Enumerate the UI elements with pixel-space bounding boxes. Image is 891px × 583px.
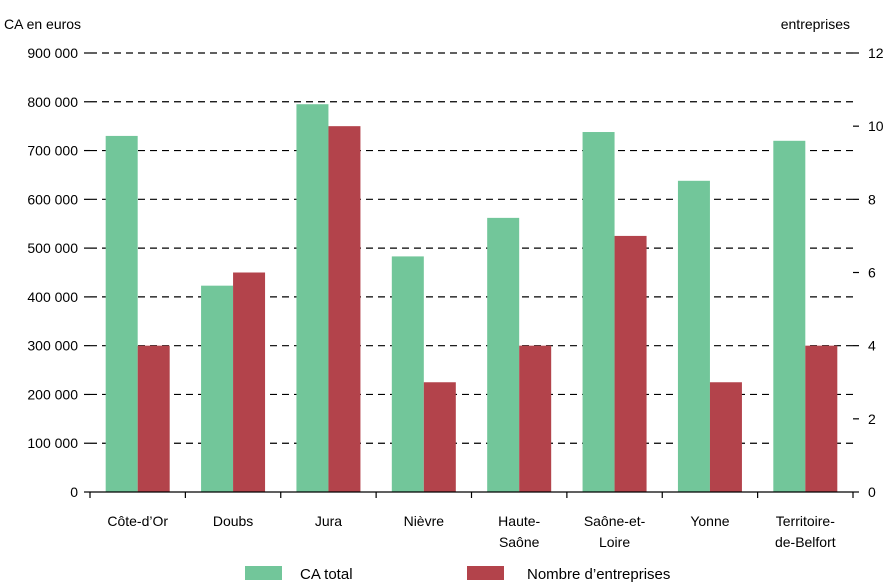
x-tick-label: Yonne	[690, 513, 729, 529]
x-tick-label: Territoire-	[776, 513, 835, 529]
y-left-tick-label: 800 000	[27, 94, 78, 110]
bar-nombre-entreprises	[137, 345, 170, 492]
y-right-tick-labels: 0 2 4 6 8 10 12	[868, 45, 884, 500]
y-right-tick-label: 12	[868, 45, 884, 61]
bar-ca-total	[105, 135, 138, 492]
y-left-tick-label: 0	[70, 484, 78, 500]
legend-label-nombre-entreprises: Nombre d’entreprises	[527, 566, 670, 583]
bar-nombre-entreprises	[709, 382, 742, 492]
bar-nombre-entreprises	[519, 345, 552, 492]
x-tick-label: Jura	[315, 513, 342, 529]
y-left-tick-label: 500 000	[27, 240, 78, 256]
y-left-axis-title: CA en euros	[4, 16, 81, 32]
y-right-tick-label: 8	[868, 191, 876, 207]
y-right-tick-label: 0	[868, 484, 876, 500]
bar-ca-total	[677, 180, 710, 492]
y-left-tick-labels: 0 100 000 200 000 300 000 400 000 500 000 600 …	[27, 45, 78, 500]
y-right-tick-label: 10	[868, 118, 884, 134]
x-tick-label: Nièvre	[404, 513, 445, 529]
x-tick-label: Saône-et-	[584, 513, 646, 529]
y-left-tick-label: 600 000	[27, 191, 78, 207]
legend: CA total Nombre d’entreprises	[245, 566, 670, 583]
y-left-tick-label: 300 000	[27, 338, 78, 354]
x-tick-label: Loire	[599, 534, 630, 550]
bar-nombre-entreprises	[614, 235, 647, 492]
bar-ca-total	[296, 104, 329, 492]
y-left-tick-label: 400 000	[27, 289, 78, 305]
y-right-tick-label: 2	[868, 411, 876, 427]
bar-nombre-entreprises	[328, 126, 361, 493]
bar-ca-total	[773, 140, 806, 493]
bar-ca-total	[487, 217, 520, 492]
bar-ca-total	[582, 132, 615, 492]
legend-swatch-ca-total	[245, 566, 282, 580]
x-tick-label: Doubs	[213, 513, 253, 529]
x-tick-label: Haute-	[498, 513, 540, 529]
y-right-tick-label: 6	[868, 265, 876, 281]
y-left-tick-label: 100 000	[27, 435, 78, 451]
axes	[84, 52, 859, 498]
y-left-tick-label: 700 000	[27, 143, 78, 159]
bar-nombre-entreprises	[805, 345, 838, 492]
x-category-labels: Côte-d’Or Doubs Jura Nièvre Haute- Saône Saône…	[107, 513, 835, 550]
bar-nombre-entreprises	[423, 382, 456, 492]
y-right-tick-label: 4	[868, 338, 876, 354]
legend-swatch-nombre-entreprises	[467, 566, 504, 580]
bar-ca-total	[201, 285, 234, 492]
y-left-tick-label: 900 000	[27, 45, 78, 61]
bars	[105, 104, 838, 493]
bar-nombre-entreprises	[233, 272, 266, 492]
y-right-axis-title: entreprises	[781, 16, 850, 32]
y-left-tick-label: 200 000	[27, 386, 78, 402]
x-tick-label: Côte-d’Or	[107, 513, 168, 529]
bar-ca-total	[391, 256, 424, 492]
x-tick-label: Saône	[499, 534, 540, 550]
x-tick-label: de-Belfort	[775, 534, 836, 550]
legend-label-ca-total: CA total	[300, 566, 353, 583]
